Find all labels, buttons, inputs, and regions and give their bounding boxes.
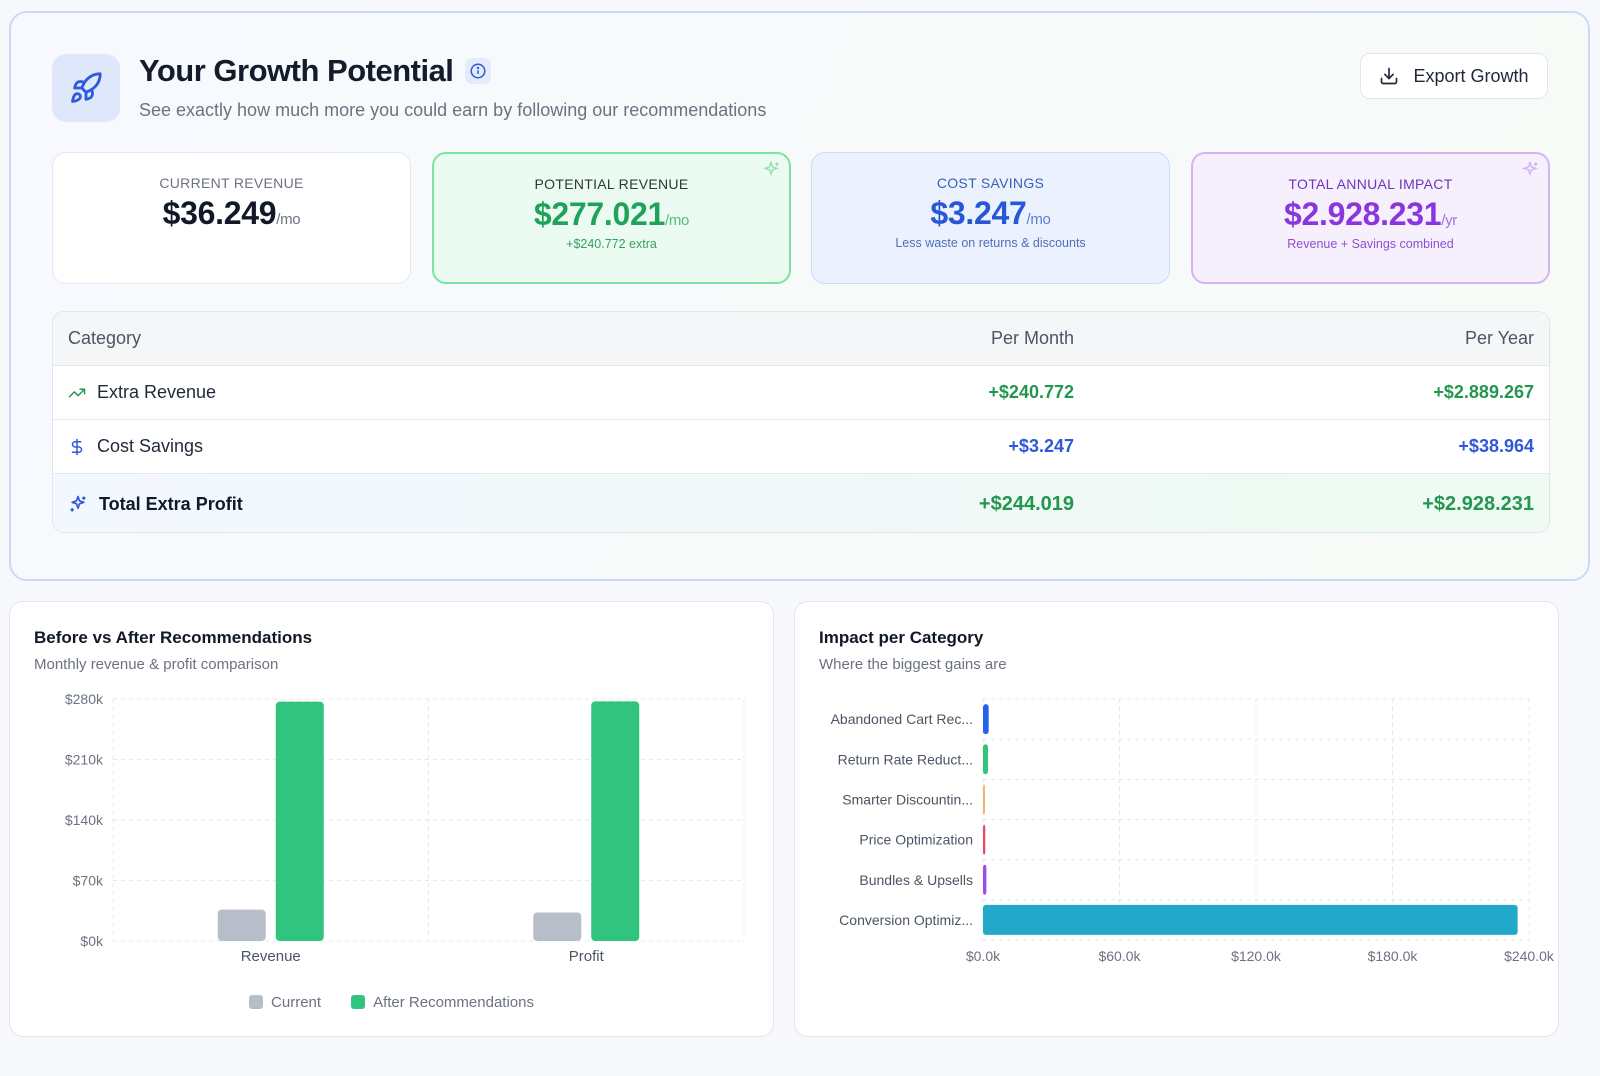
page-title-text: Your Growth Potential [139,53,454,88]
card-value-number: $3.247 [930,195,1027,231]
current-revenue-card: CURRENT REVENUE $36.249/mo [52,152,411,284]
card-label: TOTAL ANNUAL IMPACT [1288,176,1453,192]
card-note: Less waste on returns & discounts [895,236,1086,250]
potential-revenue-card: POTENTIAL REVENUE $277.021/mo +$240.772 … [432,152,791,284]
y-tick-label: $280k [65,691,104,707]
card-unit: /mo [1026,211,1051,228]
row-per-year: +$2.928.231 [1422,492,1534,515]
x-tick-label: $120.0k [1231,948,1282,964]
card-unit: /yr [1441,212,1457,229]
y-tick-label: $140k [65,812,104,828]
y-tick-label: Bundles & Upsells [859,872,973,888]
header-per-year: Per Year [1464,328,1534,348]
table-row: Cost Savings +$3.247 +$38.964 [53,420,1549,474]
y-tick-label: $70k [73,873,104,889]
x-tick-label: Profit [569,948,605,965]
bar [983,784,985,815]
cost-savings-card: COST SAVINGS $3.247/mo Less waste on ret… [811,152,1170,284]
y-tick-label: $210k [65,752,104,768]
chart-title: Before vs After Recommendations [34,628,313,647]
x-tick-label: $60.0k [1098,948,1141,964]
header-per-month: Per Month [990,328,1074,348]
header-category: Category [68,328,142,348]
legend-label: After Recommendations [373,994,534,1011]
card-note: +$240.772 extra [566,237,657,251]
page-subtitle: See exactly how much more you could earn… [139,100,767,120]
card-value-number: $2.928.231 [1284,196,1442,232]
chart-subtitle: Where the biggest gains are [819,656,1007,673]
card-unit: /mo [664,212,690,229]
row-category-label: Extra Revenue [97,382,217,402]
card-value: $2.928.231/yr [1284,196,1457,233]
x-tick-label: $180.0k [1368,948,1419,964]
y-tick-label: $0k [80,933,104,949]
row-category: Extra Revenue [68,382,216,403]
y-tick-label: Abandoned Cart Rec... [831,711,973,727]
card-value-number: $277.021 [533,196,665,232]
bar [983,864,987,895]
x-tick-label: $0.0k [966,948,1001,964]
impact-horizontal-bar-chart: $0.0k $60.0k $120.0k $180.0k $240.0k Abandone… [831,698,1555,964]
row-per-year: +$38.964 [1458,436,1534,456]
row-per-month: +$240.772 [988,382,1074,402]
row-per-year: +$2.889.267 [1433,382,1534,402]
sparkles-icon [70,495,86,512]
row-per-month: +$244.019 [978,492,1074,515]
bar [217,909,266,941]
card-unit: /mo [276,211,301,228]
card-value: $36.249/mo [163,195,301,232]
card-value: $277.021/mo [534,196,689,233]
page-title: Your Growth Potential [139,53,492,89]
chart-title: Impact per Category [819,628,984,647]
export-growth-button[interactable]: Export Growth [1360,53,1548,99]
card-label: CURRENT REVENUE [159,175,304,191]
legend-item-current[interactable]: Current [249,994,321,1011]
summary-cards: CURRENT REVENUE $36.249/mo POTENTIAL REV… [52,152,1550,284]
before-after-chart-panel: Before vs After Recommendations Monthly … [9,601,774,1037]
x-tick-label: $240.0k [1504,948,1555,964]
y-tick-label: Conversion Optimiz... [839,912,973,928]
y-tick-label: Return Rate Reduct... [838,751,973,767]
sparkles-icon [763,160,779,177]
bar [983,904,1518,935]
legend-item-after[interactable]: After Recommendations [351,994,534,1011]
y-tick-label: Price Optimization [859,832,973,848]
row-per-month: +$3.247 [1008,436,1074,456]
row-category-label: Total Extra Profit [99,493,243,514]
sparkles-icon [1522,160,1538,177]
growth-potential-panel: Your Growth Potential See exactly how mu… [9,11,1590,581]
impact-category-chart-panel: Impact per Category Where the biggest ga… [794,601,1559,1037]
card-label: COST SAVINGS [936,175,1045,191]
table-row-total: Total Extra Profit +$244.019 +$2.928.231 [53,474,1549,532]
rocket-icon [52,54,120,122]
x-tick-label: Revenue [241,948,301,965]
chart-subtitle: Monthly revenue & profit comparison [34,656,279,673]
total-annual-impact-card: TOTAL ANNUAL IMPACT $2.928.231/yr Revenu… [1191,152,1550,284]
info-icon[interactable] [465,58,492,84]
profit-breakdown-table: Category Per Month Per Year Extra Revenu… [52,311,1550,533]
download-icon [1381,67,1398,85]
export-growth-label: Export Growth [1413,65,1529,86]
y-tick-label: Smarter Discountin... [842,791,973,807]
bar [533,912,582,941]
card-value: $3.247/mo [930,195,1050,232]
dollar-icon [71,438,83,455]
table-header: Category Per Month Per Year [53,312,1549,366]
chart-legend: Current After Recommendations [10,994,773,1011]
card-value-number: $36.249 [162,195,277,231]
bar [983,704,989,735]
row-category: Cost Savings [68,436,203,457]
bar [983,824,986,855]
bar [591,701,640,941]
card-label: POTENTIAL REVENUE [534,176,689,192]
legend-label: Current [271,994,322,1011]
row-category-label: Cost Savings [97,436,204,456]
table-row: Extra Revenue +$240.772 +$2.889.267 [53,366,1549,420]
bar [275,701,324,941]
row-category: Total Extra Profit [68,494,243,515]
bar [983,744,989,775]
before-after-bar-chart: $0k $70k $140k $210k $280k Revenue Profit [65,691,745,965]
trending-up-icon [68,388,86,397]
card-note: Revenue + Savings combined [1287,237,1454,251]
